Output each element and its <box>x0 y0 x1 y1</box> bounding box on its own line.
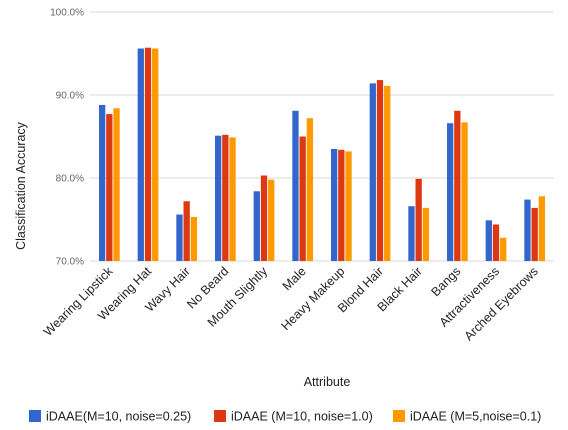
bar <box>268 179 275 261</box>
legend-item: iDAAE(M=10, noise=0.25) <box>29 410 191 424</box>
x-tick-label: Wearing Lipstick <box>41 264 116 339</box>
x-tick-label: Male <box>280 264 309 293</box>
bar <box>152 48 159 261</box>
legend-label: iDAAE(M=10, noise=0.25) <box>46 410 191 424</box>
bar <box>415 178 422 261</box>
legend: iDAAE(M=10, noise=0.25) iDAAE (M=10, nois… <box>29 410 541 424</box>
bar <box>384 85 391 262</box>
bar <box>229 137 236 261</box>
bar <box>253 191 260 261</box>
bar <box>176 214 183 261</box>
legend-item: iDAAE (M=5,noise=0.1) <box>393 410 541 424</box>
bar <box>500 237 507 261</box>
bar <box>369 83 376 261</box>
bar <box>345 151 352 261</box>
bar <box>137 48 144 261</box>
y-tick-label: 100.0% <box>50 8 84 19</box>
bar <box>461 122 468 261</box>
bar <box>260 175 268 261</box>
y-tick-label: 70.0% <box>56 257 84 268</box>
gridlines <box>90 11 554 262</box>
legend-label: iDAAE (M=5,noise=0.1) <box>410 410 541 424</box>
legend-swatch <box>393 410 405 422</box>
y-tick-labels: 70.0% 80.0% 90.0% 100.0% <box>50 8 84 268</box>
y-axis-title: Classification Accuracy <box>14 121 28 250</box>
bar <box>299 136 306 261</box>
bar <box>292 110 299 262</box>
bar <box>531 207 538 261</box>
bar <box>330 148 338 261</box>
bar <box>338 149 345 261</box>
legend-item: iDAAE (M=10, noise=1.0) <box>214 410 373 424</box>
bar <box>492 224 500 261</box>
bar <box>408 206 415 261</box>
legend-swatch <box>214 410 226 422</box>
bar <box>306 118 314 262</box>
legend-label: iDAAE (M=10, noise=1.0) <box>231 410 373 424</box>
bar <box>422 207 430 261</box>
x-tick-label: Arched Eyebrows <box>462 264 541 343</box>
bar <box>190 217 198 261</box>
x-axis-title: Attribute <box>304 375 351 389</box>
bar <box>183 201 190 261</box>
bar <box>538 196 546 261</box>
bar <box>222 134 229 261</box>
bar <box>524 199 531 261</box>
bar <box>98 104 106 262</box>
bar <box>485 220 492 261</box>
bar <box>144 47 152 261</box>
bar <box>454 110 461 262</box>
bar <box>376 80 384 261</box>
bar <box>113 108 120 261</box>
bar <box>106 114 113 261</box>
bar <box>214 135 222 261</box>
bars <box>98 47 546 262</box>
y-tick-label: 90.0% <box>56 91 84 102</box>
bar <box>446 123 454 261</box>
legend-swatch <box>29 410 41 422</box>
x-tick-label: Bangs <box>428 264 463 299</box>
y-tick-label: 80.0% <box>56 174 84 185</box>
